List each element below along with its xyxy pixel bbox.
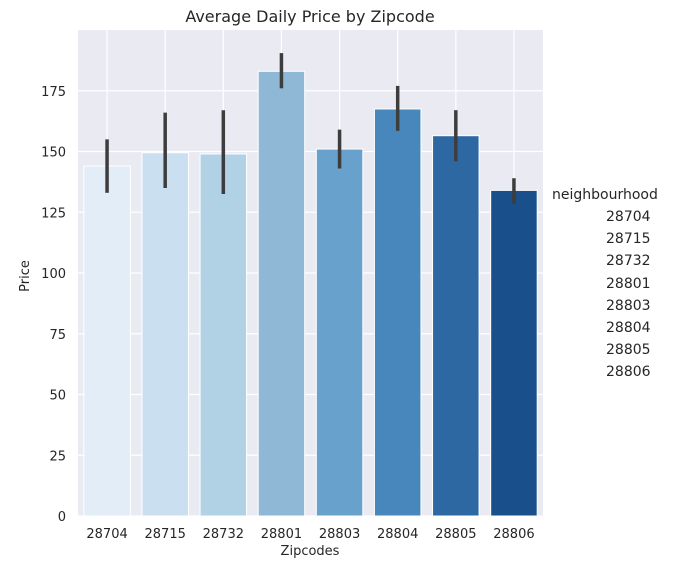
y-tick-label: 125 — [41, 206, 66, 221]
legend-item: 28806 — [552, 361, 682, 383]
chart-title: Average Daily Price by Zipcode — [185, 7, 434, 26]
legend-item: 28704 — [552, 206, 682, 228]
bar-28806 — [490, 189, 538, 517]
y-tick-label: 150 — [41, 146, 66, 161]
legend-label: 28804 — [606, 320, 651, 337]
x-tick-label: 28704 — [86, 527, 127, 542]
y-tick-label: 0 — [58, 510, 66, 525]
y-tick-label: 75 — [49, 328, 66, 343]
bar-28803 — [315, 148, 364, 517]
legend-label: 28805 — [606, 342, 651, 359]
legend-label: 28715 — [606, 231, 651, 248]
legend-title: neighbourhood — [552, 187, 658, 203]
legend-item: 28805 — [552, 339, 682, 361]
bar-28805 — [432, 135, 480, 517]
legend-label: 28704 — [606, 209, 651, 226]
bar-28801 — [257, 70, 306, 517]
y-tick-label: 175 — [41, 85, 66, 100]
y-axis-label: Price — [18, 260, 33, 292]
x-tick-label: 28801 — [261, 527, 302, 542]
bar-28732 — [199, 153, 248, 517]
bar-28715 — [141, 152, 189, 517]
legend-item: 28732 — [552, 250, 682, 272]
y-tick-label: 50 — [49, 389, 66, 404]
y-tick-labels: 0 25 50 75 100 125 150 175 — [41, 85, 66, 525]
legend-item: 28804 — [552, 317, 682, 339]
x-axis-label: Zipcodes — [281, 544, 340, 559]
legend: neighbourhood 28704 28715 28732 28801 28803 2… — [552, 184, 682, 384]
error-bars-group — [105, 53, 516, 204]
x-tick-label: 28806 — [493, 527, 534, 542]
legend-label: 28806 — [606, 364, 651, 381]
x-tick-labels: 28704 28715 28732 28801 28803 28804 28805 28806 — [86, 527, 534, 542]
legend-label: 28801 — [606, 275, 651, 292]
legend-item: 28803 — [552, 295, 682, 317]
x-tick-label: 28803 — [319, 527, 360, 542]
y-tick-label: 100 — [41, 267, 66, 282]
y-tick-label: 25 — [49, 449, 66, 464]
legend-label: 28732 — [606, 253, 651, 270]
x-tick-label: 28805 — [435, 527, 476, 542]
legend-item: 28801 — [552, 273, 682, 295]
bars-group — [83, 70, 538, 517]
x-tick-label: 28732 — [203, 527, 244, 542]
bar-28704 — [83, 165, 131, 517]
x-tick-label: 28715 — [145, 527, 186, 542]
legend-item: 28715 — [552, 228, 682, 250]
legend-label: 28803 — [606, 297, 651, 314]
bar-28804 — [373, 108, 422, 517]
x-tick-label: 28804 — [377, 527, 418, 542]
